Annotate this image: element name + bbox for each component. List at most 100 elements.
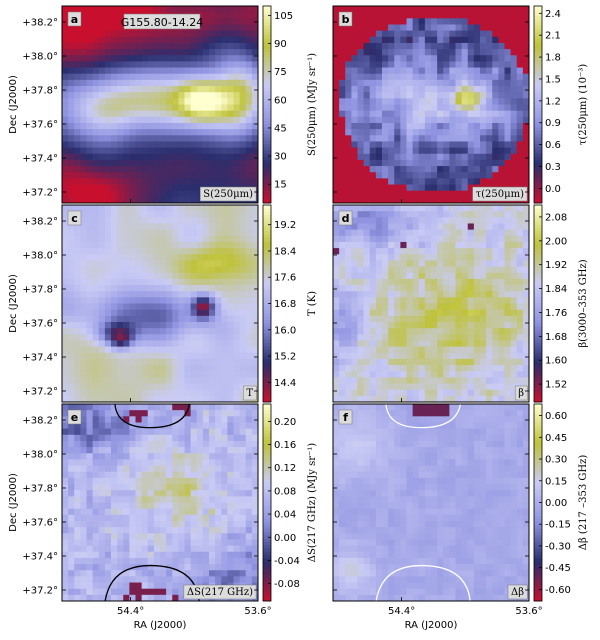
heatmap-cell	[382, 371, 389, 378]
colorbar-step	[534, 71, 542, 76]
heatmap-cell	[424, 278, 432, 286]
heatmap-cell	[369, 79, 377, 87]
heatmap-cell	[98, 272, 106, 280]
heatmap-cell	[412, 110, 420, 118]
heatmap-cell	[467, 30, 475, 38]
heatmap-cell	[227, 389, 234, 397]
heatmap-cell	[522, 129, 530, 136]
heatmap-cell	[357, 153, 365, 161]
heatmap-cell	[492, 18, 499, 25]
heatmap-cell	[227, 340, 234, 347]
heatmap-cell	[437, 383, 444, 391]
heatmap-cell	[351, 135, 358, 142]
heatmap-cell	[369, 223, 377, 231]
colorbar-step	[263, 254, 271, 258]
heatmap-cell	[104, 490, 112, 497]
heatmap-cell	[412, 371, 420, 378]
heatmap-cell	[123, 428, 130, 436]
heatmap-cell	[467, 223, 475, 231]
heatmap-cell	[74, 545, 81, 553]
heatmap-cell	[510, 172, 518, 179]
colorbar-step	[534, 19, 542, 23]
heatmap-cell	[394, 12, 401, 19]
heatmap-cell	[135, 229, 143, 237]
heatmap-cell	[160, 110, 167, 118]
heatmap-cell	[129, 453, 136, 460]
heatmap-cell	[443, 328, 450, 335]
heatmap-cell	[522, 166, 530, 173]
heatmap-cell	[345, 272, 352, 280]
heatmap-cell	[227, 18, 234, 25]
heatmap-cell	[239, 248, 247, 255]
colorbar-step	[263, 45, 271, 50]
colorbar-step	[263, 326, 271, 331]
heatmap-cell	[504, 12, 512, 19]
heatmap-cell	[62, 365, 69, 372]
heatmap-cell	[209, 122, 216, 130]
heatmap-cell	[221, 49, 228, 56]
heatmap-cell	[233, 73, 241, 81]
heatmap-cell	[498, 309, 505, 317]
heatmap-cell	[363, 328, 371, 335]
heatmap-cell	[400, 278, 407, 286]
heatmap-cell	[443, 92, 450, 99]
heatmap-cell	[510, 86, 518, 93]
heatmap-cell	[172, 135, 179, 142]
heatmap-cell	[147, 365, 155, 372]
heatmap-cell	[98, 576, 106, 583]
colorbar-step	[263, 382, 271, 386]
colorbar-step	[534, 42, 542, 46]
heatmap-cell	[431, 104, 438, 112]
heatmap-cell	[190, 30, 198, 38]
heatmap-cell	[473, 309, 481, 317]
heatmap-cell	[196, 166, 204, 173]
heatmap-cell	[345, 172, 352, 179]
heatmap-cell	[80, 248, 87, 255]
heatmap-cell	[375, 178, 383, 185]
heatmap-cell	[345, 30, 352, 38]
heatmap-cell	[449, 266, 456, 274]
heatmap-cell	[233, 297, 241, 304]
colorbar-step	[534, 114, 542, 119]
heatmap-cell	[431, 377, 438, 384]
heatmap-cell	[178, 395, 185, 403]
heatmap-cell	[202, 159, 210, 167]
heatmap-cell	[510, 24, 518, 32]
heatmap-cell	[388, 141, 395, 148]
heatmap-cell	[339, 285, 346, 292]
heatmap-cell	[135, 98, 143, 105]
heatmap-cell	[178, 86, 185, 93]
heatmap-cell	[153, 377, 161, 384]
heatmap-cell	[455, 395, 463, 403]
heatmap-cell	[333, 166, 340, 173]
heatmap-cell	[104, 570, 112, 577]
colorbar-step	[534, 290, 542, 295]
heatmap-cell	[147, 520, 155, 528]
heatmap-cell	[406, 321, 414, 329]
heatmap-cell	[104, 533, 112, 540]
heatmap-cell	[437, 24, 444, 32]
heatmap-cell	[202, 178, 210, 185]
heatmap-cell	[461, 291, 469, 298]
heatmap-cell	[196, 178, 204, 185]
heatmap-cell	[394, 184, 401, 192]
heatmap-cell	[141, 321, 149, 329]
heatmap-cell	[516, 49, 524, 56]
heatmap-cell	[245, 67, 253, 75]
heatmap-cell	[357, 377, 365, 384]
heatmap-cell	[92, 79, 100, 87]
heatmap-cell	[351, 254, 358, 261]
heatmap-cell	[363, 352, 371, 360]
heatmap-cell	[449, 248, 456, 255]
heatmap-cell	[510, 303, 518, 311]
heatmap-cell	[516, 328, 524, 335]
colorbar-label: T (K)	[307, 291, 318, 316]
heatmap-cell	[333, 49, 340, 56]
heatmap-cell	[215, 217, 222, 224]
heatmap-cell	[172, 61, 179, 68]
heatmap-cell	[227, 135, 234, 142]
heatmap-cell	[412, 49, 420, 56]
heatmap-cell	[98, 309, 106, 317]
y-tick-label: +38.2°	[22, 217, 58, 228]
heatmap-cell	[394, 141, 401, 148]
